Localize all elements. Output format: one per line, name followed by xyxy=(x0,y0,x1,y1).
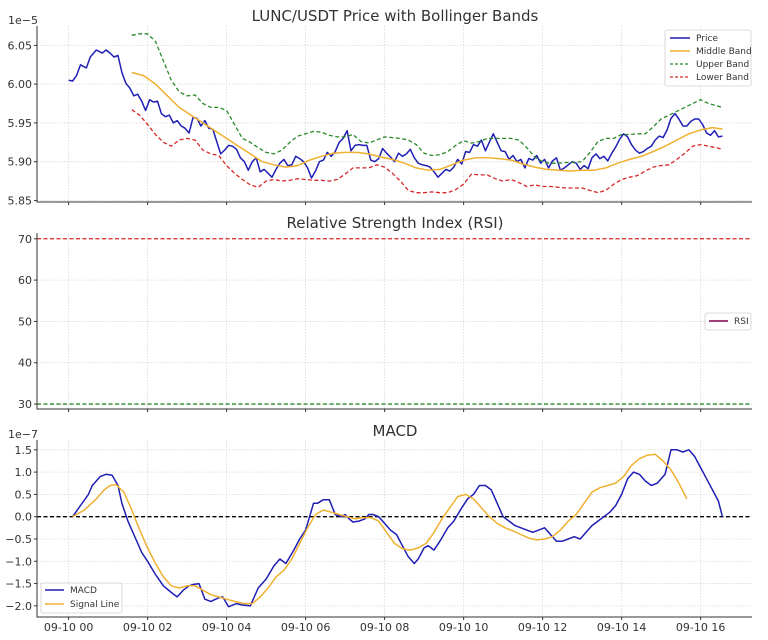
x-tick-label: 09-10 06 xyxy=(281,621,330,634)
x-tick-label: 09-10 04 xyxy=(202,621,251,634)
price-series xyxy=(68,33,723,194)
legend-price-label: Price xyxy=(696,34,718,44)
y-tick-label: 0.5 xyxy=(15,488,33,501)
macd-legend: MACD Signal Line xyxy=(40,582,123,614)
legend-macd-label: MACD xyxy=(70,586,97,596)
price-y-offset-label: 1e−5 xyxy=(8,14,38,27)
rsi-axes-spine xyxy=(36,233,752,410)
x-tick-label: 09-10 00 xyxy=(44,621,93,634)
y-tick-label: 0.0 xyxy=(15,511,33,524)
price-panel: LUNC/USDT Price with Bollinger Bands 1e−… xyxy=(8,7,752,207)
lower-band-line xyxy=(131,109,723,194)
price-axes-spine xyxy=(36,26,752,203)
y-tick-label: 6.00 xyxy=(8,78,33,91)
legend-middle-label: Middle Band xyxy=(696,47,752,57)
upper-band-line xyxy=(131,33,723,164)
y-tick-label: −1.0 xyxy=(5,555,32,568)
price-chart-title: LUNC/USDT Price with Bollinger Bands xyxy=(252,7,539,25)
x-tick-label: 09-10 10 xyxy=(439,621,488,634)
macd-x-axis: 09-10 00 09-10 02 09-10 04 09-10 06 09-10 08… xyxy=(44,617,725,634)
rsi-grid xyxy=(37,233,752,409)
macd-chart-title: MACD xyxy=(373,422,418,440)
macd-y-axis: −2.0 −1.5 −1.0 −0.5 0.0 0.5 1.0 1.5 xyxy=(5,444,37,613)
y-tick-label: 50 xyxy=(18,315,32,328)
y-tick-label: −2.0 xyxy=(5,600,32,613)
rsi-series xyxy=(37,238,752,405)
y-tick-label: 60 xyxy=(18,274,32,287)
y-tick-label: 5.90 xyxy=(8,156,33,169)
legend-lower-label: Lower Band xyxy=(696,73,749,83)
macd-panel: MACD 1e−7 −2.0 −1.5 −1.0 −0.5 0.0 0.5 1.0 1.5 0… xyxy=(5,422,752,634)
macd-axes-spine xyxy=(36,440,752,618)
macd-grid xyxy=(37,440,752,617)
y-tick-label: 40 xyxy=(18,357,32,370)
y-tick-label: 6.05 xyxy=(8,39,33,52)
middle-band-line xyxy=(131,71,723,172)
x-tick-label: 09-10 12 xyxy=(518,621,567,634)
y-tick-label: 70 xyxy=(18,233,32,246)
y-tick-label: 1.0 xyxy=(15,466,33,479)
legend-rsi-label: RSI xyxy=(734,317,749,327)
rsi-chart-title: Relative Strength Index (RSI) xyxy=(286,214,503,232)
y-tick-label: −1.5 xyxy=(5,578,32,591)
y-tick-label: 1.5 xyxy=(15,444,33,457)
price-legend: Price Middle Band Upper Band Lower Band xyxy=(664,29,752,87)
price-y-axis: 5.85 5.90 5.95 6.00 6.05 xyxy=(8,39,37,207)
y-tick-label: −0.5 xyxy=(5,533,32,546)
y-tick-label: 5.85 xyxy=(8,194,33,207)
x-tick-label: 09-10 14 xyxy=(597,621,646,634)
macd-series xyxy=(37,449,752,608)
price-line xyxy=(68,49,723,179)
x-tick-label: 09-10 16 xyxy=(676,621,725,634)
y-tick-label: 5.95 xyxy=(8,117,33,130)
rsi-panel: Relative Strength Index (RSI) 30 40 50 60 70… xyxy=(18,214,752,412)
macd-y-offset-label: 1e−7 xyxy=(8,428,38,441)
x-tick-label: 09-10 02 xyxy=(123,621,172,634)
legend-upper-label: Upper Band xyxy=(696,60,749,70)
rsi-legend: RSI xyxy=(704,312,752,331)
x-tick-label: 09-10 08 xyxy=(360,621,409,634)
signal-line-line xyxy=(72,453,688,605)
y-tick-label: 30 xyxy=(18,398,32,411)
rsi-y-axis: 30 40 50 60 70 xyxy=(18,233,37,411)
legend-signal-label: Signal Line xyxy=(70,600,120,610)
